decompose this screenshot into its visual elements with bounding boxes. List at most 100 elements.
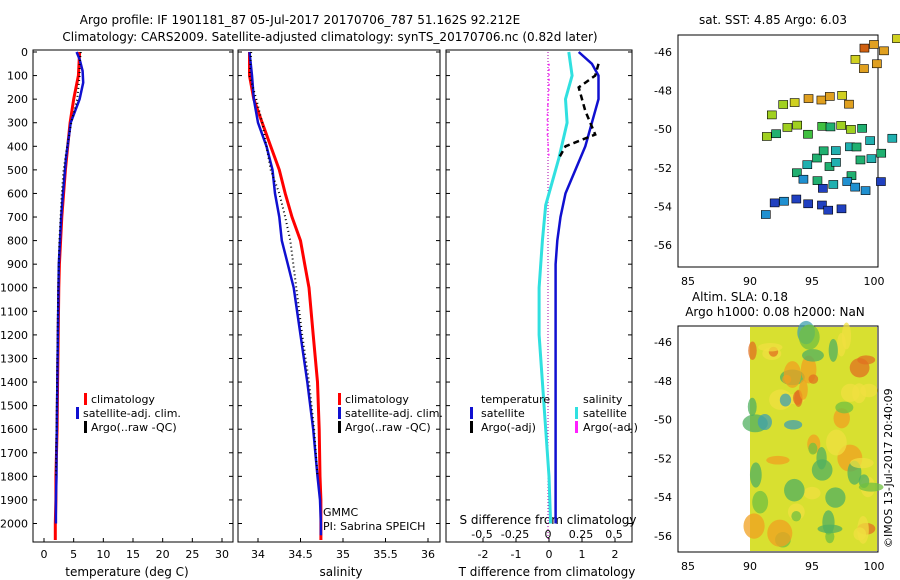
sst-cell	[803, 199, 813, 209]
sst-cell	[866, 154, 877, 163]
salinity-legend: climatology satellite-adj. clim. Argo(..…	[338, 393, 443, 434]
sla-blob	[825, 487, 846, 508]
depth-tick-label: 1700	[0, 447, 28, 460]
depth-tick-label: 300	[7, 117, 28, 130]
salinity-xlabel: salinity	[319, 565, 362, 579]
sla-blob	[857, 515, 869, 544]
depth-axis: 0 100 200 300 400 500 600 700 800 900 1000 1100 1200…	[0, 46, 632, 530]
sla-blob	[791, 510, 802, 522]
sst-cell	[762, 132, 772, 141]
series-salinity-satellite	[537, 51, 574, 524]
depth-tick-label: 800	[7, 235, 28, 248]
sst-cell	[872, 59, 882, 69]
legend-label-satellite: satellite-adj. clim.	[345, 407, 443, 420]
sla-map-title1: Altim. SLA: 0.18	[692, 290, 788, 304]
temperature-tick-label: 20	[156, 548, 170, 561]
temperature-tick-label: 30	[215, 548, 229, 561]
map-lat-label: -54	[654, 200, 672, 213]
sla-map-y-axis: -46 -48 -50 -52 -54 -56	[654, 336, 672, 543]
salinity-tick-label: 34	[251, 548, 265, 561]
sst-cell	[812, 153, 822, 163]
map-lon-label: 100	[864, 275, 885, 288]
salinity-difference-tick-label: 0.5	[605, 528, 623, 541]
sla-map-title2: Argo h1000: 0.08 h2000: NaN	[685, 305, 865, 319]
depth-tick-label: 1800	[0, 470, 28, 483]
institution-note: GMMC	[323, 506, 359, 519]
sst-cell	[798, 174, 809, 184]
legend-label-temp-argo: Argo(-adj)	[481, 421, 536, 434]
temperature-xlabel: temperature (deg C)	[65, 565, 188, 579]
legend-title-temperature: temperature	[481, 393, 550, 406]
sst-cell	[876, 177, 886, 186]
sst-cell	[865, 136, 875, 145]
legend-label-sal-argo: Argo(-adj)	[583, 421, 638, 434]
sla-blob	[817, 524, 843, 534]
legend-title-salinity: salinity	[583, 393, 623, 406]
pi-note: PI: Sabrina SPEICH	[323, 520, 425, 533]
temperature-series	[53, 51, 85, 540]
sst-cell	[876, 148, 887, 158]
sla-blob	[836, 332, 846, 357]
sst-cell	[769, 198, 780, 208]
series-temperature-argo	[557, 63, 600, 159]
sst-cell	[792, 168, 802, 178]
difference-tick-label: 1	[579, 548, 586, 561]
salinity-difference-tick-label: 0.25	[569, 528, 594, 541]
temperature-tick-label: 10	[96, 548, 110, 561]
legend-swatch-climatology	[338, 393, 341, 405]
sla-blob	[749, 462, 762, 488]
legend-label-satellite: satellite-adj. clim.	[83, 407, 181, 420]
sla-blob	[784, 419, 803, 430]
depth-tick-label: 100	[7, 70, 28, 83]
difference-tick-label: -1	[511, 548, 522, 561]
sla-blob	[811, 459, 833, 481]
sst-cell	[859, 64, 869, 73]
depth-tick-label: 500	[7, 164, 28, 177]
difference-legend: temperature salinity satellite Argo(-adj…	[470, 393, 638, 434]
depth-tick-label: 0	[21, 46, 28, 59]
sla-blob	[752, 490, 769, 514]
map-lat-label: -52	[654, 452, 672, 465]
sla-blob	[784, 478, 805, 502]
map-lon-label: 85	[681, 275, 695, 288]
sst-cell	[803, 94, 814, 103]
sla-blob	[747, 397, 757, 416]
legend-label-climatology: climatology	[91, 393, 155, 406]
sst-cell	[825, 122, 836, 132]
salinity-tick-label: 36	[421, 548, 435, 561]
sst-map-frame	[677, 34, 879, 268]
salinity-tick-label: 35	[336, 548, 350, 561]
map-lon-label: 85	[681, 560, 695, 573]
difference-tick-label: 0	[546, 548, 553, 561]
legend-label-temp-satellite: satellite	[481, 407, 525, 420]
salinity-tick-label: 35.5	[373, 548, 398, 561]
legend-swatch-temp-argo	[470, 421, 473, 433]
depth-tick-label: 2000	[0, 517, 28, 530]
map-lon-label: 90	[743, 560, 757, 573]
legend-swatch-argo	[84, 421, 87, 433]
sst-cell	[831, 158, 841, 167]
depth-tick-label: 1100	[0, 305, 28, 318]
map-lon-label: 100	[864, 560, 885, 573]
sst-map-y-axis: -46 -48 -50 -52 -54 -56	[654, 46, 672, 252]
sla-blob	[757, 413, 772, 431]
salinity-series	[248, 51, 323, 540]
sst-cell	[782, 123, 793, 132]
legend-label-climatology: climatology	[345, 393, 409, 406]
sst-cell	[823, 205, 834, 215]
depth-tick-label: 1200	[0, 329, 28, 342]
sst-cell	[818, 146, 829, 156]
legend-label-argo: Argo(..raw -QC)	[91, 421, 177, 434]
sst-cell	[860, 186, 871, 195]
temperature-tick-label: 15	[126, 548, 140, 561]
legend-swatch-temp-satellite	[470, 407, 473, 419]
sst-cell	[803, 129, 813, 139]
sla-blob	[860, 383, 878, 398]
depth-tick-label: 600	[7, 187, 28, 200]
figure-title-line2: Climatology: CARS2009. Satellite-adjuste…	[62, 30, 597, 44]
map-lon-label: 95	[805, 275, 819, 288]
sst-cell	[850, 55, 861, 64]
depth-tick-label: 1300	[0, 352, 28, 365]
sst-map-title: sat. SST: 4.85 Argo: 6.03	[699, 13, 847, 27]
map-lat-label: -48	[654, 85, 672, 98]
